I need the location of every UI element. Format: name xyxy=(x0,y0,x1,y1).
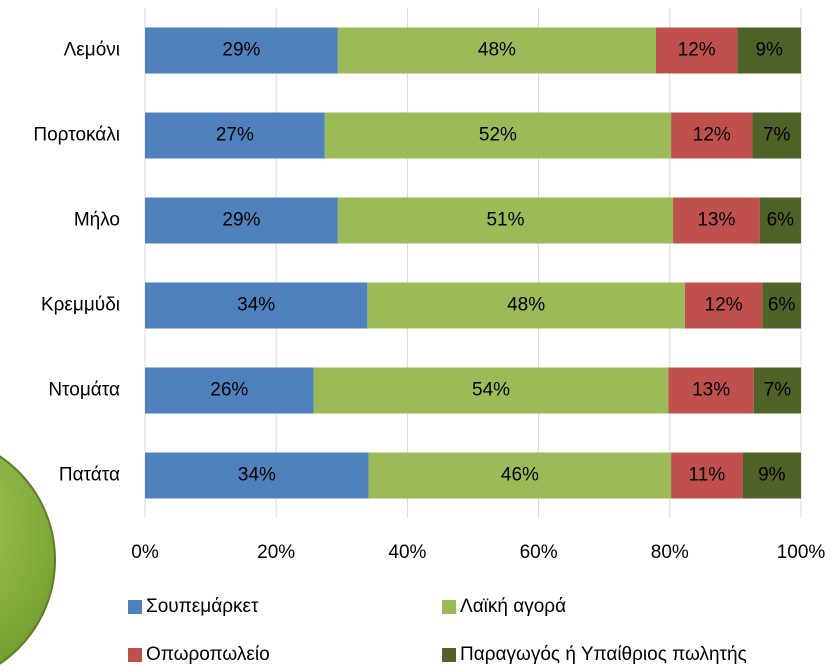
data-label: 7% xyxy=(764,380,792,401)
data-label: 34% xyxy=(237,295,275,316)
chart: 0% 20% 40% 60% 80% 100% Λεμόνι 29% 48% 12% 9% Πορτ… xyxy=(0,0,832,672)
legend-swatch xyxy=(442,600,456,614)
data-label: 7% xyxy=(763,125,791,146)
y-tick-label: Κρεμμύδι xyxy=(41,295,120,316)
data-label: 26% xyxy=(210,380,248,401)
y-tick-label: Πατάτα xyxy=(59,465,120,486)
x-tick-label: 0% xyxy=(131,542,159,563)
bars: Λεμόνι 29% 48% 12% 9% Πορτοκάλι 27% 52% 12% 7% Μήλ… xyxy=(33,28,801,499)
data-label: 46% xyxy=(501,465,539,486)
x-tick-label: 40% xyxy=(388,542,426,563)
data-label: 13% xyxy=(697,210,735,231)
data-label: 6% xyxy=(767,210,795,231)
data-label: 54% xyxy=(472,380,510,401)
legend-label: Οπωροπωλείο xyxy=(146,644,270,665)
data-label: 12% xyxy=(705,295,743,316)
data-label: 12% xyxy=(678,40,716,61)
data-label: 9% xyxy=(758,465,786,486)
data-label: 52% xyxy=(479,125,517,146)
data-label: 6% xyxy=(768,295,796,316)
y-tick-label: Πορτοκάλι xyxy=(33,125,120,146)
legend-label: Σουπεμάρκετ xyxy=(146,596,259,617)
y-tick-label: Ντομάτα xyxy=(48,380,120,401)
x-tick-label: 60% xyxy=(520,542,558,563)
data-label: 27% xyxy=(216,125,254,146)
legend-swatch xyxy=(128,600,142,614)
data-label: 9% xyxy=(755,40,783,61)
x-tick-label: 20% xyxy=(257,542,295,563)
data-label: 34% xyxy=(238,465,276,486)
data-label: 12% xyxy=(693,125,731,146)
data-label: 48% xyxy=(507,295,545,316)
legend-label: Παραγωγός ή Υπαίθριος πωλητής xyxy=(460,644,747,665)
legend-swatch xyxy=(128,648,142,662)
data-label: 11% xyxy=(689,465,726,486)
x-tick-label: 100% xyxy=(777,542,826,563)
x-tick-label: 80% xyxy=(651,542,689,563)
data-label: 29% xyxy=(222,40,260,61)
data-label: 51% xyxy=(486,210,524,231)
legend-swatch xyxy=(442,648,456,662)
data-label: 48% xyxy=(478,40,516,61)
y-tick-label: Μήλο xyxy=(74,210,120,231)
y-tick-label: Λεμόνι xyxy=(64,40,120,61)
legend-label: Λαϊκή αγορά xyxy=(460,596,566,617)
data-label: 13% xyxy=(692,380,730,401)
decoration xyxy=(0,435,55,672)
legend: Σουπεμάρκετ Λαϊκή αγορά Οπωροπωλείο Παραγωγ… xyxy=(128,596,747,665)
data-label: 29% xyxy=(222,210,260,231)
